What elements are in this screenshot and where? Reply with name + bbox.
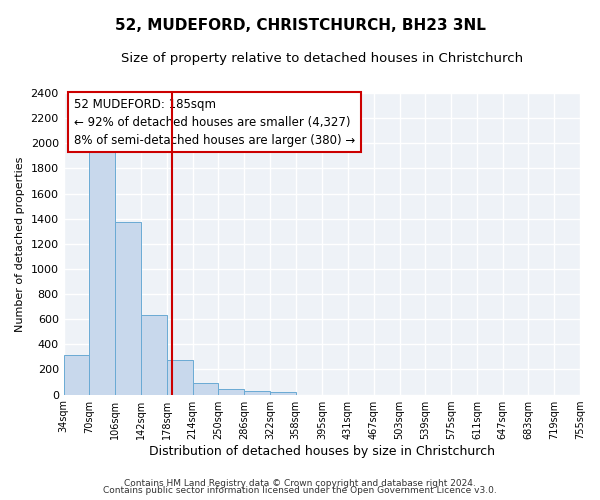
Bar xyxy=(115,222,141,394)
Bar xyxy=(270,392,296,394)
Text: Contains HM Land Registry data © Crown copyright and database right 2024.: Contains HM Land Registry data © Crown c… xyxy=(124,478,476,488)
Bar xyxy=(218,389,244,394)
Text: Contains public sector information licensed under the Open Government Licence v3: Contains public sector information licen… xyxy=(103,486,497,495)
Bar xyxy=(244,392,270,394)
Bar xyxy=(64,355,89,395)
Bar xyxy=(141,316,167,394)
Bar xyxy=(89,150,115,394)
Title: Size of property relative to detached houses in Christchurch: Size of property relative to detached ho… xyxy=(121,52,523,66)
X-axis label: Distribution of detached houses by size in Christchurch: Distribution of detached houses by size … xyxy=(149,444,495,458)
Bar xyxy=(167,360,193,394)
Y-axis label: Number of detached properties: Number of detached properties xyxy=(15,156,25,332)
Text: 52 MUDEFORD: 185sqm
← 92% of detached houses are smaller (4,327)
8% of semi-deta: 52 MUDEFORD: 185sqm ← 92% of detached ho… xyxy=(74,98,355,146)
Bar xyxy=(193,382,218,394)
Text: 52, MUDEFORD, CHRISTCHURCH, BH23 3NL: 52, MUDEFORD, CHRISTCHURCH, BH23 3NL xyxy=(115,18,485,32)
